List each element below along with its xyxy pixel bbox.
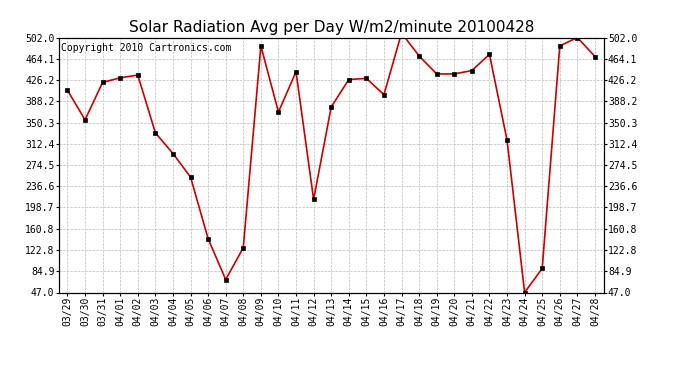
Text: Copyright 2010 Cartronics.com: Copyright 2010 Cartronics.com [61,43,232,52]
Title: Solar Radiation Avg per Day W/m2/minute 20100428: Solar Radiation Avg per Day W/m2/minute … [128,20,534,35]
